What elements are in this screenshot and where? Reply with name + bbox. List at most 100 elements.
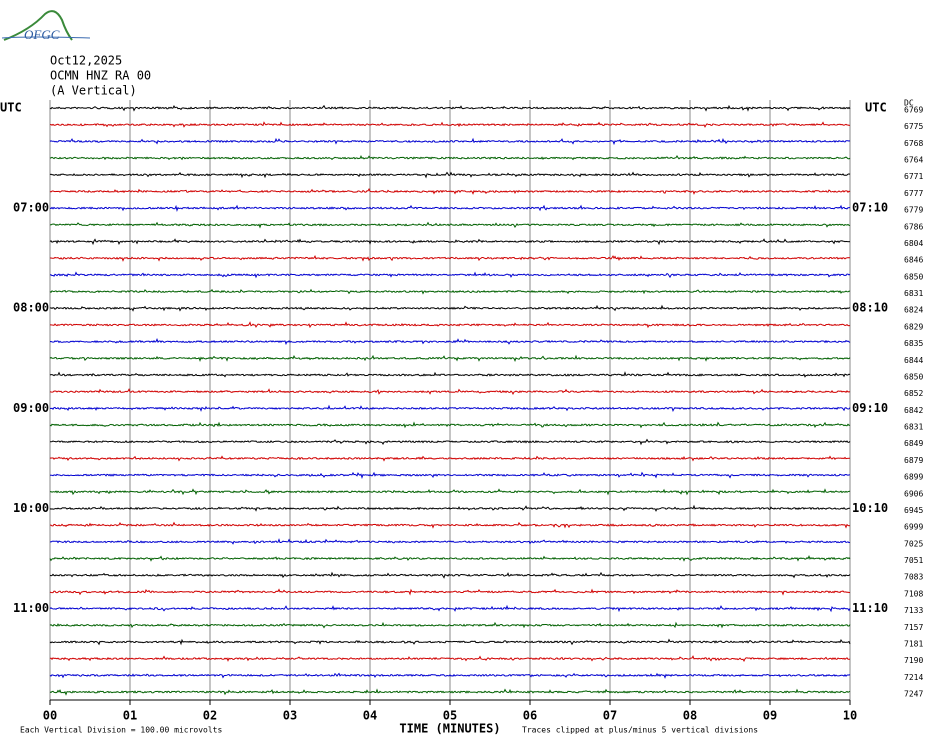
dc-value: 6775 bbox=[904, 122, 923, 131]
trace bbox=[49, 104, 851, 112]
dc-value: 6945 bbox=[904, 506, 923, 515]
trace bbox=[49, 188, 851, 195]
x-tick-label: 01 bbox=[123, 709, 137, 723]
x-tick-label: 06 bbox=[523, 709, 537, 723]
trace bbox=[49, 604, 851, 613]
trace bbox=[49, 638, 851, 646]
clip-note: Traces clipped at plus/minus 5 vertical … bbox=[522, 726, 758, 735]
dc-value: 6852 bbox=[904, 389, 923, 398]
left-time-label: 10:00 bbox=[13, 501, 49, 515]
component: (A Vertical) bbox=[50, 84, 137, 98]
dc-value: 6831 bbox=[904, 423, 923, 432]
trace bbox=[49, 204, 851, 212]
dc-value: 7051 bbox=[904, 556, 923, 565]
dc-header: DC bbox=[904, 99, 914, 108]
left-time-label: 11:00 bbox=[13, 601, 49, 615]
trace bbox=[49, 471, 850, 479]
dc-value: 6899 bbox=[904, 473, 923, 482]
dc-value: 6844 bbox=[904, 356, 923, 365]
dc-value: 6849 bbox=[904, 439, 923, 448]
x-tick-label: 00 bbox=[43, 709, 57, 723]
dc-value: 7083 bbox=[904, 573, 923, 582]
date: Oct12,2025 bbox=[50, 54, 122, 68]
trace bbox=[49, 488, 851, 496]
trace bbox=[49, 337, 851, 346]
logo: OFGC bbox=[1, 10, 91, 42]
x-tick-label: 05 bbox=[443, 709, 457, 723]
dc-value: 7247 bbox=[904, 690, 923, 699]
right-time-label: UTC bbox=[865, 101, 887, 115]
trace bbox=[49, 655, 851, 662]
dc-value: 6779 bbox=[904, 206, 923, 215]
trace bbox=[50, 438, 851, 446]
trace bbox=[49, 571, 851, 579]
dc-value: 6764 bbox=[904, 156, 923, 165]
x-tick-label: 03 bbox=[283, 709, 297, 723]
logo-text: OFGC bbox=[24, 27, 60, 42]
trace bbox=[50, 321, 851, 329]
dc-value: 6850 bbox=[904, 272, 923, 281]
left-time-label: 07:00 bbox=[13, 201, 49, 215]
right-time-label: 10:10 bbox=[852, 501, 888, 515]
dc-value: 7214 bbox=[904, 673, 923, 682]
x-tick-label: 02 bbox=[203, 709, 217, 723]
station: OCMN HNZ RA 00 bbox=[50, 69, 151, 83]
scale-note: Each Vertical Division = 100.00 microvol… bbox=[20, 726, 222, 735]
left-time-label: 08:00 bbox=[13, 301, 49, 315]
trace bbox=[49, 238, 851, 246]
trace bbox=[49, 455, 850, 462]
dc-value: 6850 bbox=[904, 372, 923, 381]
left-time-label: 09:00 bbox=[13, 401, 49, 415]
x-axis-label: TIME (MINUTES) bbox=[399, 722, 500, 736]
trace bbox=[49, 354, 851, 363]
trace bbox=[49, 171, 851, 179]
trace bbox=[49, 421, 851, 429]
trace bbox=[49, 688, 851, 696]
trace bbox=[49, 271, 851, 279]
dc-value: 6777 bbox=[904, 189, 923, 198]
x-tick-label: 08 bbox=[683, 709, 697, 723]
trace bbox=[49, 155, 851, 161]
dc-value: 6786 bbox=[904, 222, 923, 231]
left-time-label: UTC bbox=[0, 101, 22, 115]
dc-value: 7157 bbox=[904, 623, 923, 632]
trace bbox=[49, 288, 851, 295]
trace bbox=[49, 255, 850, 262]
dc-value: 6769 bbox=[904, 106, 923, 115]
dc-value: 6906 bbox=[904, 489, 923, 498]
trace bbox=[49, 504, 851, 512]
logo-curve bbox=[3, 10, 73, 41]
dc-value: 6846 bbox=[904, 256, 923, 265]
trace bbox=[49, 121, 851, 128]
trace bbox=[49, 371, 851, 378]
trace bbox=[49, 304, 851, 312]
logo-line bbox=[1, 36, 91, 39]
trace bbox=[49, 538, 851, 545]
dc-value: 6771 bbox=[904, 172, 923, 181]
x-tick-label: 09 bbox=[763, 709, 777, 723]
trace bbox=[49, 621, 851, 629]
trace bbox=[49, 554, 851, 562]
right-time-label: 07:10 bbox=[852, 201, 888, 215]
dc-value: 6829 bbox=[904, 322, 923, 331]
x-tick-label: 10 bbox=[843, 709, 857, 723]
trace bbox=[49, 404, 851, 412]
trace bbox=[49, 588, 851, 596]
right-time-label: 08:10 bbox=[852, 301, 888, 315]
trace bbox=[49, 221, 851, 229]
dc-value: 7108 bbox=[904, 589, 923, 598]
dc-value: 6835 bbox=[904, 339, 923, 348]
x-tick-label: 04 bbox=[363, 709, 377, 723]
x-tick-label: 07 bbox=[603, 709, 617, 723]
dc-value: 6831 bbox=[904, 289, 923, 298]
dc-value: 6824 bbox=[904, 306, 923, 315]
dc-value: 6842 bbox=[904, 406, 923, 415]
dc-value: 6804 bbox=[904, 239, 923, 248]
right-time-label: 11:10 bbox=[852, 601, 888, 615]
dc-value: 7181 bbox=[904, 639, 923, 648]
trace bbox=[50, 521, 851, 529]
right-time-label: 09:10 bbox=[852, 401, 888, 415]
dc-value: 6768 bbox=[904, 139, 923, 148]
trace bbox=[49, 388, 851, 395]
